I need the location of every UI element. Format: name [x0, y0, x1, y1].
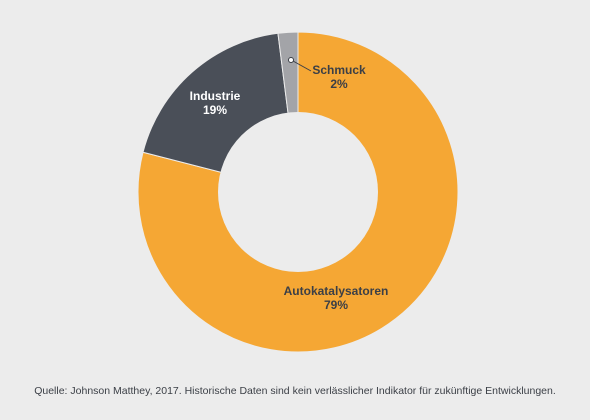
slice-label-schmuck: Schmuck [312, 63, 366, 77]
donut-hole [218, 112, 378, 272]
source-note: Quelle: Johnson Matthey, 2017. Historisc… [34, 385, 556, 397]
callout-line [292, 60, 312, 72]
slice-label-industrie: Industrie [190, 89, 241, 103]
slice-value-autokatalysatoren: 79% [324, 298, 348, 312]
callout-dot [288, 57, 294, 63]
slice-value-industrie: 19% [203, 103, 227, 117]
slice-value-schmuck: 2% [330, 77, 348, 91]
slice-label-autokatalysatoren: Autokatalysatoren [284, 284, 389, 298]
